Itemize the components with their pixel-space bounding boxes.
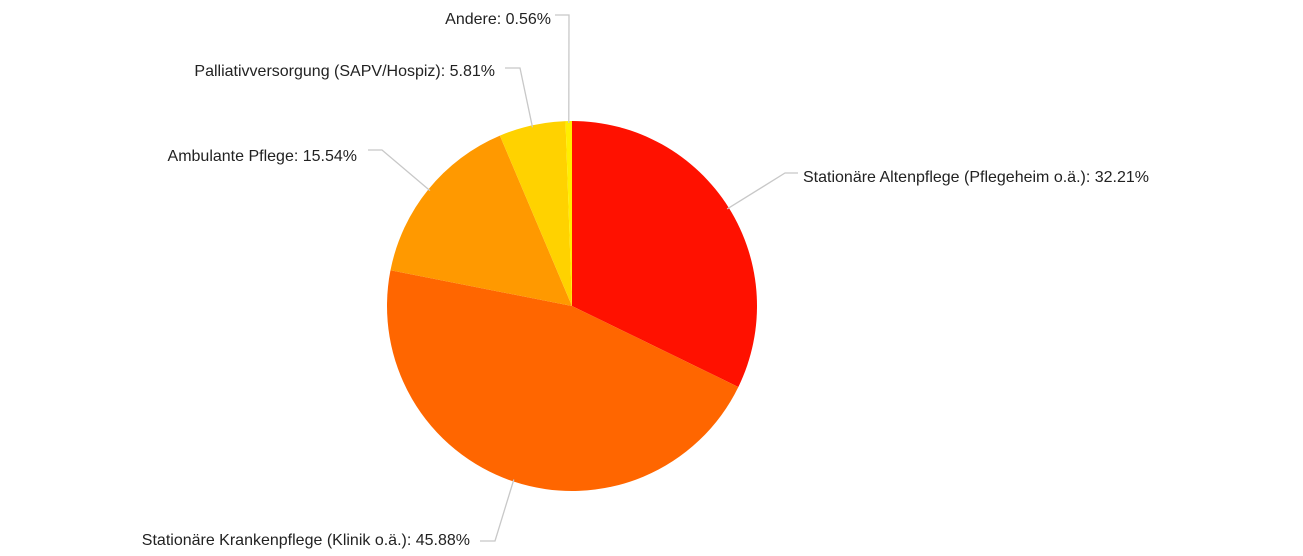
data-label: Stationäre Krankenpflege (Klinik o.ä.): …: [142, 532, 470, 549]
pie-slice: Stationäre Krankenpflege (Klinik o.ä.): [387, 270, 739, 491]
pie-slice: Andere: [565, 121, 572, 306]
leader-line: [480, 479, 515, 542]
pie-slice: Stationäre Altenpflege (Pflegeheim o.ä.): [572, 121, 757, 387]
data-label: Andere: 0.56%: [445, 11, 551, 28]
leader-line: [726, 172, 798, 210]
pie-slice: Palliativversorgung (SAPV/Hospiz): [499, 121, 572, 307]
data-label: Palliativversorgung (SAPV/Hospiz): 5.81%: [194, 63, 495, 80]
data-label: Stationäre Altenpflege (Pflegeheim o.ä.)…: [803, 169, 1149, 186]
leader-line: [505, 67, 534, 128]
leader-line: [555, 14, 570, 124]
data-label: Ambulante Pflege: 15.54%: [168, 148, 357, 165]
pie-slice: Ambulante Pflege: [390, 135, 572, 306]
leader-line: [368, 149, 431, 192]
